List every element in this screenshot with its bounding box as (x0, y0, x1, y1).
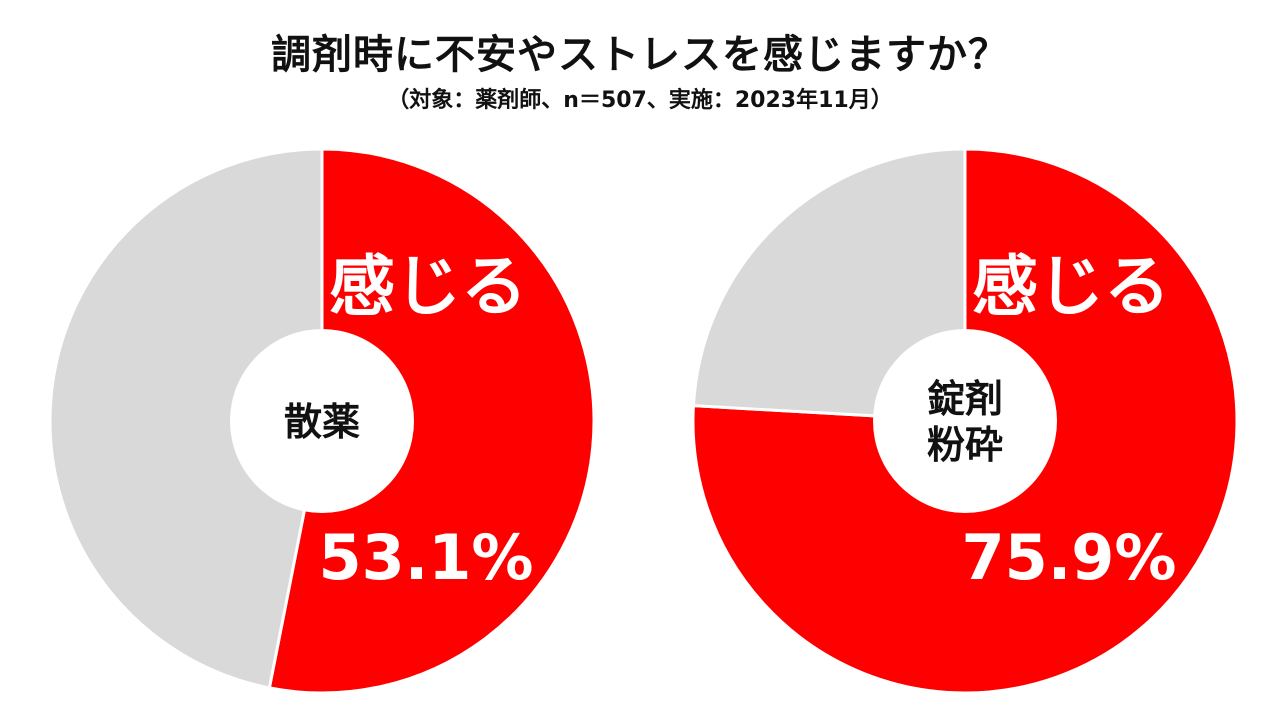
slice-other (48, 147, 324, 690)
donut-center (230, 329, 414, 513)
slice-other (691, 147, 967, 423)
center-label: 散薬 (284, 400, 360, 444)
center-label: 粉砕 (927, 423, 1003, 467)
center-label: 錠剤 (927, 377, 1003, 421)
slice-feel (691, 147, 1239, 695)
donut-center (873, 329, 1057, 513)
slice-feel (267, 147, 596, 695)
chart-title: 調剤時に不安やストレスを感じますか？ (271, 32, 1009, 78)
slice-value-label: 75.9% (961, 521, 1176, 594)
chart-subtitle: （対象：薬剤師、n＝507、実施：2023年11月） (387, 88, 893, 113)
slice-label: 感じる (972, 248, 1170, 325)
slice-value-label: 53.1% (318, 521, 533, 594)
donut-chart-powder: 感じる 53.1% 散薬 (48, 147, 596, 695)
slice-label: 感じる (329, 248, 527, 325)
